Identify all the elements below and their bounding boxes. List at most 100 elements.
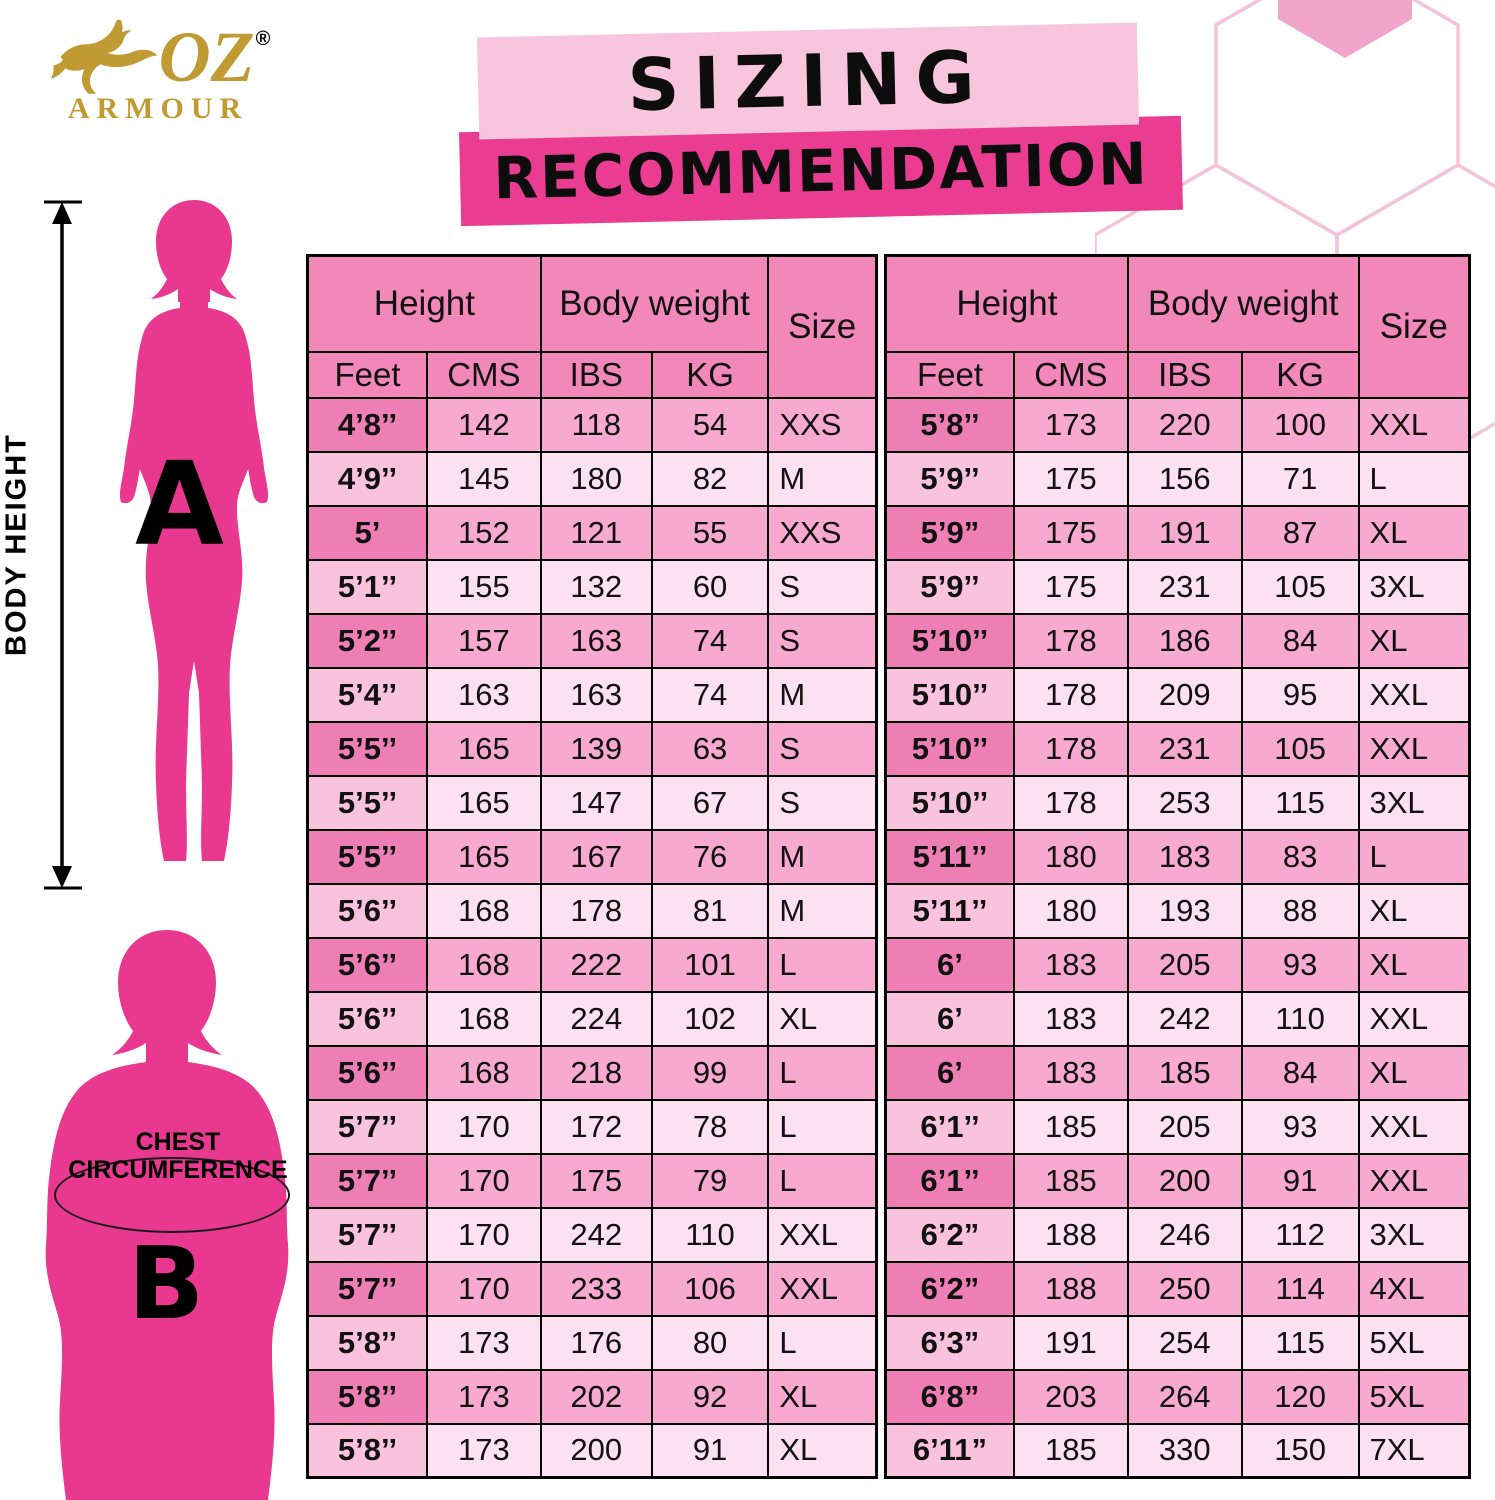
cell-cms: 178 [1012, 666, 1129, 723]
cell-kg: 84 [1240, 1044, 1360, 1101]
cell-cms: 175 [1012, 504, 1129, 561]
cell-kg: 102 [650, 990, 770, 1047]
table-row: 5’6’’ 168 178 81 M [306, 882, 878, 939]
figure-b-letter: B [128, 1225, 205, 1342]
header-ibs: IBS [539, 350, 653, 399]
cell-size: M [767, 828, 878, 885]
cell-cms: 173 [425, 1368, 542, 1425]
cell-feet: 5’10’’ [884, 774, 1015, 831]
cell-kg: 76 [650, 828, 770, 885]
cell-ibs: 253 [1126, 774, 1243, 831]
table-header-row-groups: Height Body weight Size [306, 254, 878, 399]
cell-ibs: 254 [1126, 1314, 1243, 1371]
cell-kg: 115 [1240, 774, 1360, 831]
cell-size: 3XL [1357, 774, 1471, 831]
cell-ibs: 132 [539, 558, 653, 615]
cell-size: L [767, 936, 878, 993]
table-row: 5’11’’ 180 183 83 L [884, 828, 1471, 885]
cell-feet: 5’8’’ [306, 1368, 428, 1425]
table-row: 6’3” 191 254 115 5XL [884, 1314, 1471, 1371]
cell-size: XXL [1357, 1152, 1471, 1209]
cell-cms: 170 [425, 1206, 542, 1263]
header-size: Size [1357, 254, 1471, 399]
cell-feet: 5’10’’ [884, 666, 1015, 723]
size-table-right-body: 5’8’’ 173 220 100 XXL 5’9’’ 175 156 71 L 5’9” 175 19… [884, 396, 1471, 1479]
cell-size: XXS [767, 396, 878, 453]
table-row: 5’9’’ 175 231 105 3XL [884, 558, 1471, 615]
cell-kg: 91 [1240, 1152, 1360, 1209]
cell-kg: 110 [1240, 990, 1360, 1047]
cell-feet: 5’9” [884, 504, 1015, 561]
cell-cms: 175 [1012, 558, 1129, 615]
cell-kg: 63 [650, 720, 770, 777]
cell-feet: 5’7’’ [306, 1098, 428, 1155]
cell-kg: 54 [650, 396, 770, 453]
cell-size: L [1357, 828, 1471, 885]
cell-feet: 5’7’’ [306, 1260, 428, 1317]
cell-cms: 180 [1012, 828, 1129, 885]
table-row: 6’11” 185 330 150 7XL [884, 1422, 1471, 1479]
table-row: 5’7’’ 170 242 110 XXL [306, 1206, 878, 1263]
cell-kg: 60 [650, 558, 770, 615]
cell-ibs: 224 [539, 990, 653, 1047]
brand-armour-text: ARMOUR [67, 92, 249, 125]
cell-size: XL [1357, 612, 1471, 669]
cell-size: 3XL [1357, 558, 1471, 615]
table-row: 5’4’’ 163 163 74 M [306, 666, 878, 723]
table-row: 6’1’’ 185 205 93 XXL [884, 1098, 1471, 1155]
cell-cms: 178 [1012, 774, 1129, 831]
registered-mark: ® [255, 28, 271, 50]
cell-kg: 81 [650, 882, 770, 939]
cell-feet: 5’8’’ [306, 1422, 428, 1479]
cell-size: S [767, 774, 878, 831]
cell-size: 3XL [1357, 1206, 1471, 1263]
header-height: Height [306, 254, 542, 353]
cell-ibs: 231 [1126, 720, 1243, 777]
cell-size: XL [1357, 504, 1471, 561]
cell-feet: 5’4’’ [306, 666, 428, 723]
cell-ibs: 330 [1126, 1422, 1243, 1479]
header-ibs: IBS [1126, 350, 1243, 399]
table-row: 5’7’’ 170 175 79 L [306, 1152, 878, 1209]
table-row: 6’ 183 205 93 XL [884, 936, 1471, 993]
header-body-weight: Body weight [1126, 254, 1360, 353]
cell-ibs: 218 [539, 1044, 653, 1101]
cell-size: XL [767, 1422, 878, 1479]
cell-size: XXL [1357, 720, 1471, 777]
cell-feet: 6’ [884, 1044, 1015, 1101]
cell-cms: 178 [1012, 720, 1129, 777]
cell-size: S [767, 558, 878, 615]
cell-size: 5XL [1357, 1314, 1471, 1371]
size-table-left-body: 4’8’’ 142 118 54 XXS 4’9’’ 145 180 82 M 5’ 152 121 55… [306, 396, 878, 1479]
table-row: 6’ 183 242 110 XXL [884, 990, 1471, 1047]
cell-kg: 110 [650, 1206, 770, 1263]
table-row: 6’8” 203 264 120 5XL [884, 1368, 1471, 1425]
cell-kg: 79 [650, 1152, 770, 1209]
header-feet: Feet [306, 350, 428, 399]
cell-ibs: 178 [539, 882, 653, 939]
cell-ibs: 183 [1126, 828, 1243, 885]
table-row: 5’7’’ 170 233 106 XXL [306, 1260, 878, 1317]
cell-cms: 165 [425, 720, 542, 777]
cell-kg: 55 [650, 504, 770, 561]
cell-ibs: 193 [1126, 882, 1243, 939]
cell-kg: 87 [1240, 504, 1360, 561]
cell-cms: 145 [425, 450, 542, 507]
cell-size: XXS [767, 504, 878, 561]
cell-kg: 74 [650, 612, 770, 669]
cell-cms: 157 [425, 612, 542, 669]
cell-ibs: 233 [539, 1260, 653, 1317]
cell-feet: 5’5’’ [306, 774, 428, 831]
cell-size: L [767, 1098, 878, 1155]
header-height: Height [884, 254, 1129, 353]
cell-ibs: 186 [1126, 612, 1243, 669]
cell-feet: 6’ [884, 990, 1015, 1047]
table-row: 5’5’’ 165 147 67 S [306, 774, 878, 831]
title-banner-sizing: SIZING [476, 22, 1140, 140]
chest-label-line1: CHEST [135, 1128, 221, 1156]
table-row: 5’6’’ 168 222 101 L [306, 936, 878, 993]
cell-kg: 112 [1240, 1206, 1360, 1263]
table-header-row-units: Feet CMS IBS KG [884, 350, 1470, 399]
cell-ibs: 205 [1126, 1098, 1243, 1155]
cell-kg: 83 [1240, 828, 1360, 885]
